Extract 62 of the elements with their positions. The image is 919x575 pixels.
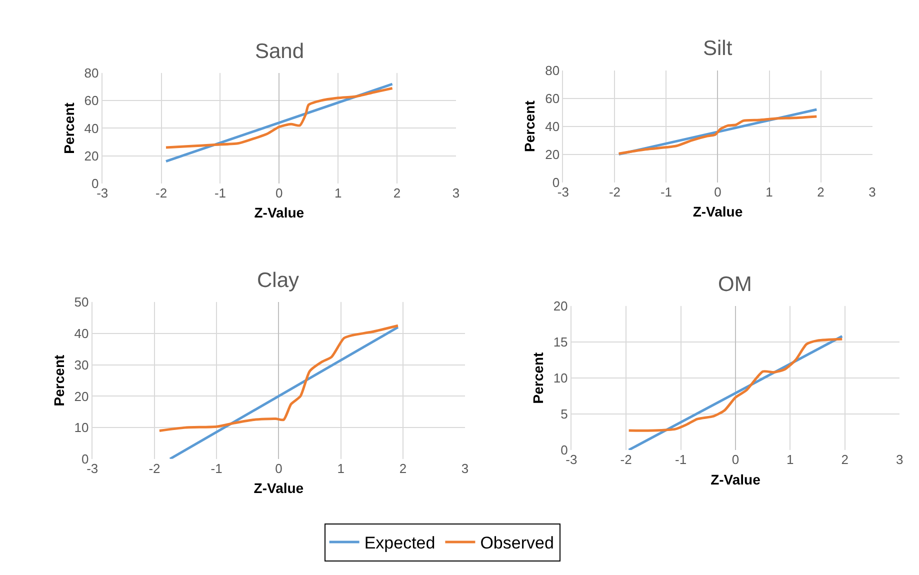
- x-axis-title: Z-Value: [254, 204, 304, 221]
- chart-title: Silt: [703, 37, 732, 60]
- y-tick-label: 80: [545, 62, 560, 78]
- x-tick-label: 2: [393, 185, 401, 200]
- y-tick-label: 60: [545, 90, 560, 106]
- x-tick-label: 1: [786, 452, 794, 467]
- x-tick-label: 0: [732, 452, 740, 467]
- x-tick-label: -2: [148, 460, 160, 476]
- y-tick-label: 80: [84, 66, 99, 81]
- x-tick-label: -1: [214, 185, 226, 200]
- line-series: [618, 115, 818, 155]
- x-tick-label: -3: [96, 185, 108, 200]
- x-tick-label: -1: [660, 184, 672, 200]
- x-tick-label: -3: [86, 460, 98, 476]
- x-axis-title: Z-Value: [692, 204, 743, 220]
- x-tick-label: -2: [608, 184, 621, 200]
- x-tick-label: 1: [337, 460, 344, 476]
- y-tick-label: 20: [84, 148, 99, 164]
- x-tick-label: 1: [766, 184, 773, 200]
- y-tick-label: 60: [84, 93, 99, 108]
- y-tick-label: 30: [74, 357, 89, 372]
- y-tick-label: 5: [560, 406, 568, 422]
- line-series: [158, 324, 400, 432]
- y-tick-label: 40: [84, 120, 99, 136]
- x-axis-title: Z-Value: [254, 480, 304, 496]
- y-tick-label: 40: [545, 118, 560, 134]
- x-tick-label: 3: [896, 452, 904, 467]
- y-tick-label: 15: [553, 334, 568, 350]
- chart-title: OM: [718, 273, 752, 296]
- y-tick-label: 20: [553, 298, 568, 314]
- y-tick-label: 40: [74, 326, 89, 342]
- legend-label: Expected: [364, 534, 436, 553]
- x-tick-label: 3: [452, 185, 460, 200]
- y-tick-label: 20: [74, 388, 89, 404]
- x-tick-label: 0: [275, 460, 282, 476]
- y-tick-label: 10: [74, 420, 89, 436]
- x-tick-label: 3: [868, 184, 876, 200]
- y-axis-title: Percent: [50, 354, 67, 406]
- x-tick-label: 3: [461, 460, 469, 476]
- y-tick-label: 20: [545, 146, 560, 162]
- x-tick-label: -1: [210, 460, 222, 476]
- legend-label: Observed: [480, 534, 554, 553]
- line-series: [164, 87, 394, 149]
- chart-title: Sand: [255, 40, 304, 63]
- x-tick-label: 0: [714, 184, 722, 200]
- chart-title: Clay: [257, 269, 300, 292]
- y-tick-label: 50: [74, 294, 89, 310]
- y-axis-title: Percent: [522, 100, 538, 152]
- x-tick-label: 0: [276, 185, 283, 200]
- line-series: [628, 338, 844, 432]
- y-tick-label: 10: [553, 370, 568, 386]
- y-axis-title: Percent: [530, 352, 546, 404]
- x-tick-label: 2: [841, 452, 848, 467]
- x-tick-label: -2: [156, 185, 168, 200]
- y-axis-title: Percent: [60, 102, 77, 154]
- x-tick-label: -2: [620, 452, 632, 467]
- x-tick-label: -1: [674, 452, 687, 467]
- x-tick-label: 1: [334, 185, 342, 200]
- x-axis-title: Z-Value: [710, 471, 761, 488]
- x-tick-label: 2: [399, 460, 407, 476]
- x-tick-label: 2: [817, 184, 824, 200]
- y-tick-label: 0: [552, 174, 560, 190]
